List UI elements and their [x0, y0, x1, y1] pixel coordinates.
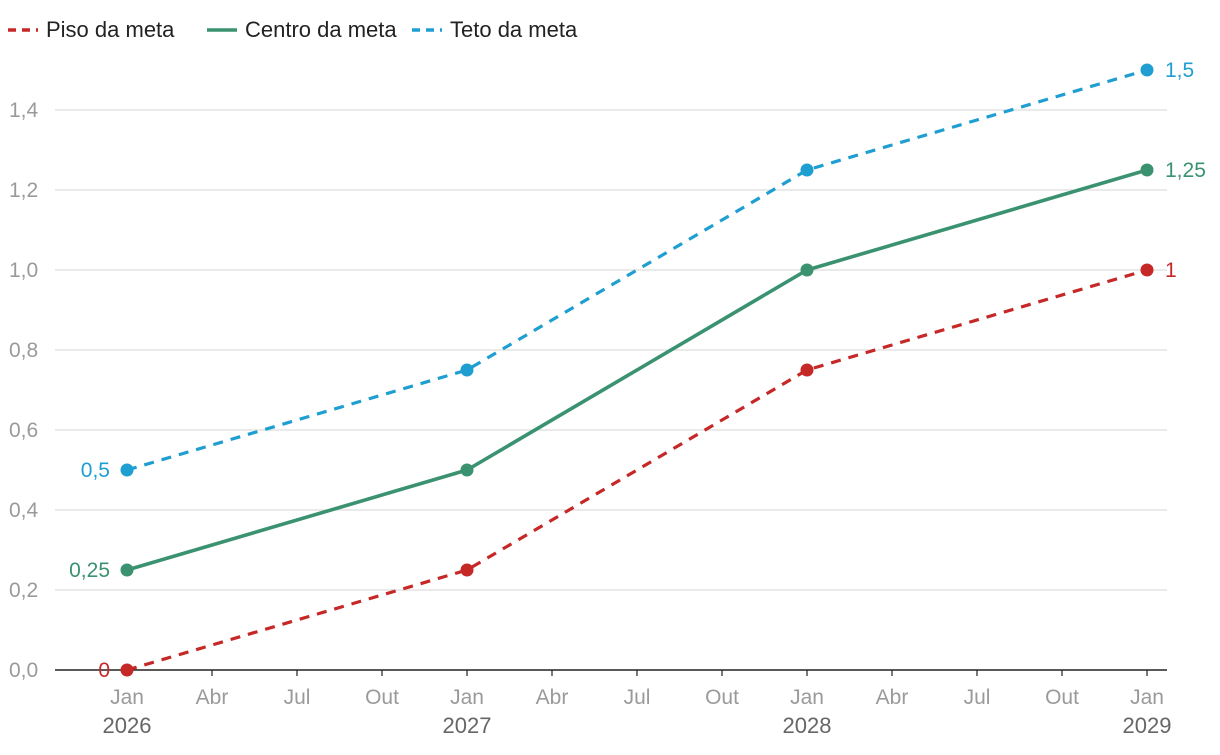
data-point-teto — [460, 363, 474, 377]
x-tick-label: Out — [1045, 686, 1079, 709]
data-point-centro — [460, 463, 474, 477]
x-tick-label: Jul — [964, 686, 991, 709]
legend-item-teto: Teto da meta — [412, 17, 578, 42]
data-point-teto — [1140, 63, 1154, 77]
data-label-piso: 0 — [98, 659, 110, 682]
x-tick-label: Out — [365, 686, 399, 709]
y-tick-label: 1,2 — [9, 179, 38, 202]
x-year-label: 2026 — [103, 713, 152, 738]
x-tick-label: Abr — [196, 686, 229, 709]
x-tick-label: Jan — [110, 686, 144, 709]
x-tick-label: Jan — [790, 686, 824, 709]
x-tick-label: Abr — [876, 686, 909, 709]
data-label-piso: 1 — [1165, 259, 1177, 282]
data-point-centro — [120, 563, 134, 577]
y-axis: 0,0 0,2 0,4 0,6 0,8 1,0 1,2 1,4 — [9, 99, 39, 682]
data-point-piso — [460, 563, 474, 577]
series-line-teto — [126, 68, 1148, 472]
series-line-piso — [126, 268, 1148, 672]
legend-label: Piso da meta — [46, 17, 175, 42]
data-point-teto — [120, 463, 134, 477]
y-tick-label: 1,4 — [9, 99, 39, 122]
x-tick-label: Jul — [284, 686, 311, 709]
legend-item-centro: Centro da meta — [207, 17, 397, 42]
y-tick-label: 0,6 — [9, 419, 38, 442]
data-point-centro — [800, 263, 814, 277]
x-tick-label: Out — [705, 686, 739, 709]
data-point-piso — [800, 363, 814, 377]
y-tick-label: 0,4 — [9, 499, 39, 522]
series-line-centro — [126, 168, 1148, 572]
data-point-teto — [800, 163, 814, 177]
x-tick-label: Jul — [624, 686, 651, 709]
legend-label: Teto da meta — [450, 17, 578, 42]
x-tick-label: Jan — [1130, 686, 1164, 709]
x-tick-label: Abr — [536, 686, 569, 709]
data-point-centro — [1140, 163, 1154, 177]
data-labels: 0 1 0,25 1,25 0,5 1,5 — [69, 59, 1206, 682]
y-tick-label: 0,2 — [9, 579, 38, 602]
data-label-centro: 0,25 — [69, 559, 110, 582]
legend-item-piso: Piso da meta — [8, 17, 175, 42]
data-label-centro: 1,25 — [1165, 159, 1206, 182]
x-axis: Jan 2026 Abr Jul Out Jan 2027 Abr Jul Out Jan 2028 A… — [55, 669, 1172, 738]
x-year-label: 2027 — [443, 713, 492, 738]
x-tick-label: Jan — [450, 686, 484, 709]
x-year-label: 2029 — [1123, 713, 1172, 738]
y-tick-label: 0,8 — [9, 339, 38, 362]
data-point-piso — [120, 663, 134, 677]
grid-lines — [55, 109, 1167, 591]
legend-label: Centro da meta — [245, 17, 397, 42]
y-tick-label: 1,0 — [9, 259, 38, 282]
data-label-teto: 1,5 — [1165, 59, 1194, 82]
legend: Piso da meta Centro da meta Teto da meta — [8, 17, 578, 42]
x-year-label: 2028 — [783, 713, 832, 738]
y-tick-label: 0,0 — [9, 659, 38, 682]
data-label-teto: 0,5 — [81, 459, 110, 482]
series-layer — [120, 63, 1154, 677]
data-point-piso — [1140, 263, 1154, 277]
